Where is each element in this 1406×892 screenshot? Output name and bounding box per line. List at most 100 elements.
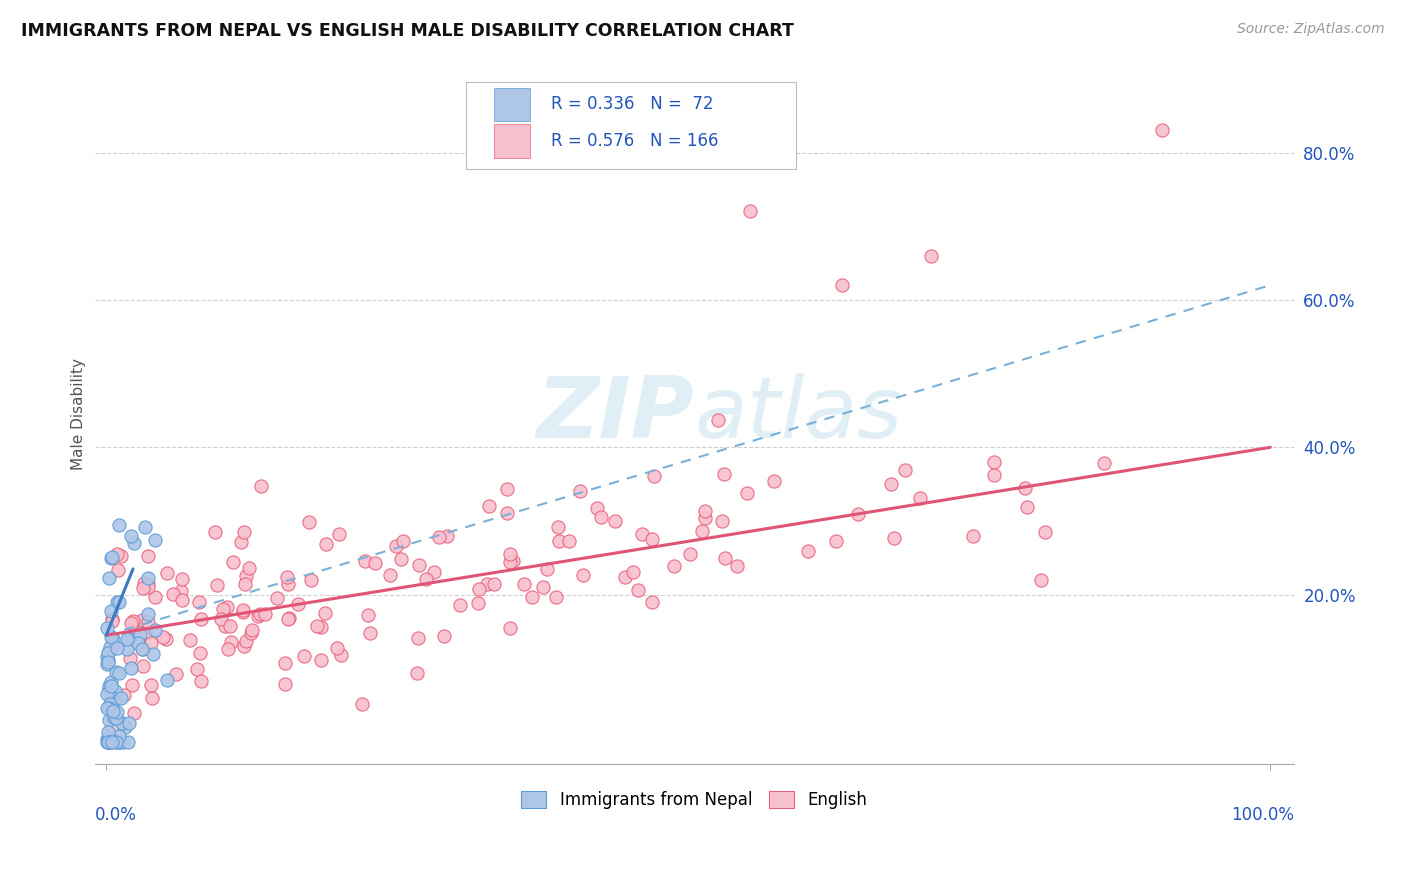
Point xyxy=(690,524,713,538)
Point xyxy=(693,504,716,518)
Point xyxy=(156,673,179,688)
Point xyxy=(478,499,501,513)
FancyBboxPatch shape xyxy=(494,124,530,158)
Point xyxy=(831,278,853,293)
Point xyxy=(983,455,1005,469)
Point xyxy=(894,463,917,477)
Point xyxy=(235,633,257,648)
Point xyxy=(136,549,159,564)
Point xyxy=(162,586,184,600)
Point xyxy=(101,711,124,725)
Point xyxy=(572,568,595,582)
Point xyxy=(97,653,120,667)
Point xyxy=(96,701,118,715)
Point xyxy=(107,595,129,609)
Text: ZIP: ZIP xyxy=(537,373,695,456)
Point xyxy=(131,613,153,627)
Point xyxy=(415,572,437,586)
Point xyxy=(112,735,135,749)
Point xyxy=(98,571,121,585)
Point xyxy=(97,681,120,696)
Point xyxy=(215,599,238,614)
Point xyxy=(98,679,121,693)
Point xyxy=(233,577,256,591)
Point xyxy=(96,732,118,747)
Point xyxy=(122,706,145,720)
Point xyxy=(101,638,124,652)
Text: R = 0.576   N = 166: R = 0.576 N = 166 xyxy=(551,132,718,150)
Point xyxy=(120,651,142,665)
Point xyxy=(735,486,758,500)
Point xyxy=(179,632,201,647)
Point xyxy=(103,693,125,707)
Point xyxy=(143,533,166,547)
Point xyxy=(110,690,132,705)
Point xyxy=(138,615,160,629)
Point xyxy=(100,735,122,749)
Point xyxy=(240,626,263,640)
Point xyxy=(100,680,122,694)
Point xyxy=(96,687,118,701)
Point xyxy=(238,561,260,575)
Point xyxy=(141,690,163,705)
Point xyxy=(544,591,567,605)
Point xyxy=(114,720,136,734)
Point xyxy=(495,506,517,520)
Point xyxy=(495,483,517,497)
Point xyxy=(235,569,257,583)
Point xyxy=(105,595,128,609)
Point xyxy=(170,572,193,586)
Point xyxy=(246,609,269,624)
Point xyxy=(380,567,402,582)
Point xyxy=(115,642,138,657)
Point xyxy=(136,607,159,622)
Point xyxy=(204,525,226,540)
Point xyxy=(219,619,242,633)
Y-axis label: Male Disability: Male Disability xyxy=(72,359,86,470)
Point xyxy=(427,530,450,544)
Point xyxy=(468,582,491,597)
Point xyxy=(188,595,211,609)
Point xyxy=(711,514,734,528)
Point xyxy=(112,688,135,702)
Point xyxy=(1092,456,1115,470)
Point xyxy=(152,630,174,644)
Point xyxy=(156,566,179,580)
Point xyxy=(143,623,166,637)
Point xyxy=(222,555,245,569)
Point xyxy=(142,648,165,662)
Point xyxy=(558,534,581,549)
Point xyxy=(277,577,299,591)
Point xyxy=(326,640,349,655)
Point xyxy=(131,642,153,657)
Point xyxy=(249,607,271,621)
Point xyxy=(108,666,131,681)
Point xyxy=(108,735,131,749)
Point xyxy=(124,620,146,634)
Point xyxy=(547,520,569,534)
Point xyxy=(170,583,193,598)
Point xyxy=(124,536,146,550)
Point xyxy=(920,249,942,263)
Point xyxy=(846,507,869,521)
Point xyxy=(100,550,122,565)
Point xyxy=(143,591,166,605)
Point xyxy=(136,580,159,594)
Point xyxy=(292,648,315,663)
Point xyxy=(132,581,155,595)
Point xyxy=(128,626,150,640)
Point xyxy=(172,593,194,607)
Point xyxy=(315,537,337,551)
Point xyxy=(190,612,212,626)
Point xyxy=(499,547,522,561)
Point xyxy=(359,625,381,640)
Point xyxy=(111,716,134,731)
Point xyxy=(621,565,644,579)
Point xyxy=(105,705,128,719)
Point xyxy=(121,615,143,629)
Point xyxy=(101,612,124,626)
Point xyxy=(96,735,118,749)
Point xyxy=(96,649,118,664)
Point xyxy=(531,581,554,595)
Point xyxy=(127,635,149,649)
